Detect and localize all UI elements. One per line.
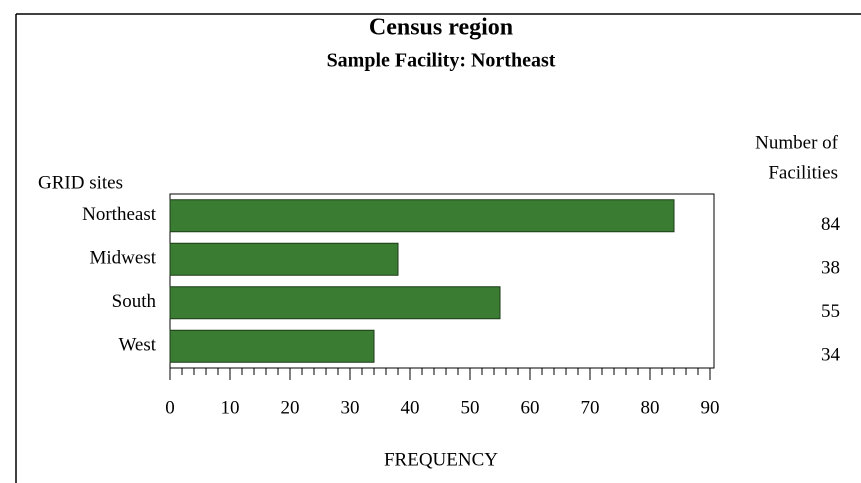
x-tick-label: 30 xyxy=(341,397,360,418)
y-axis-label: GRID sites xyxy=(38,172,123,193)
x-tick-label: 50 xyxy=(461,397,480,418)
value-label: 84 xyxy=(821,214,841,235)
value-label: 55 xyxy=(821,301,840,322)
y-tick-label: West xyxy=(118,335,156,356)
value-label: 38 xyxy=(821,258,840,279)
y-tick-label: Northeast xyxy=(82,204,157,225)
bar xyxy=(169,199,675,233)
x-tick-label: 80 xyxy=(641,397,660,418)
value-column-title: Facilities xyxy=(768,162,838,183)
y-tick-label: Midwest xyxy=(90,248,157,269)
x-tick-label: 60 xyxy=(521,397,540,418)
bar xyxy=(169,329,375,363)
x-axis-label: FREQUENCY xyxy=(384,449,498,470)
y-tick-label: South xyxy=(112,291,157,312)
x-tick-label: 70 xyxy=(581,397,600,418)
chart-title: Census region xyxy=(369,15,513,41)
bar xyxy=(169,286,501,320)
x-tick-label: 40 xyxy=(401,397,420,418)
bar xyxy=(169,242,399,276)
plot-area xyxy=(169,193,715,369)
chart-subtitle: Sample Facility: Northeast xyxy=(327,50,556,72)
x-tick-label: 20 xyxy=(281,397,300,418)
x-tick-label: 10 xyxy=(221,397,240,418)
x-tick-label: 0 xyxy=(165,397,175,418)
value-column-title: Number of xyxy=(755,132,839,153)
value-label: 34 xyxy=(821,345,841,366)
x-tick-label: 90 xyxy=(701,397,720,418)
